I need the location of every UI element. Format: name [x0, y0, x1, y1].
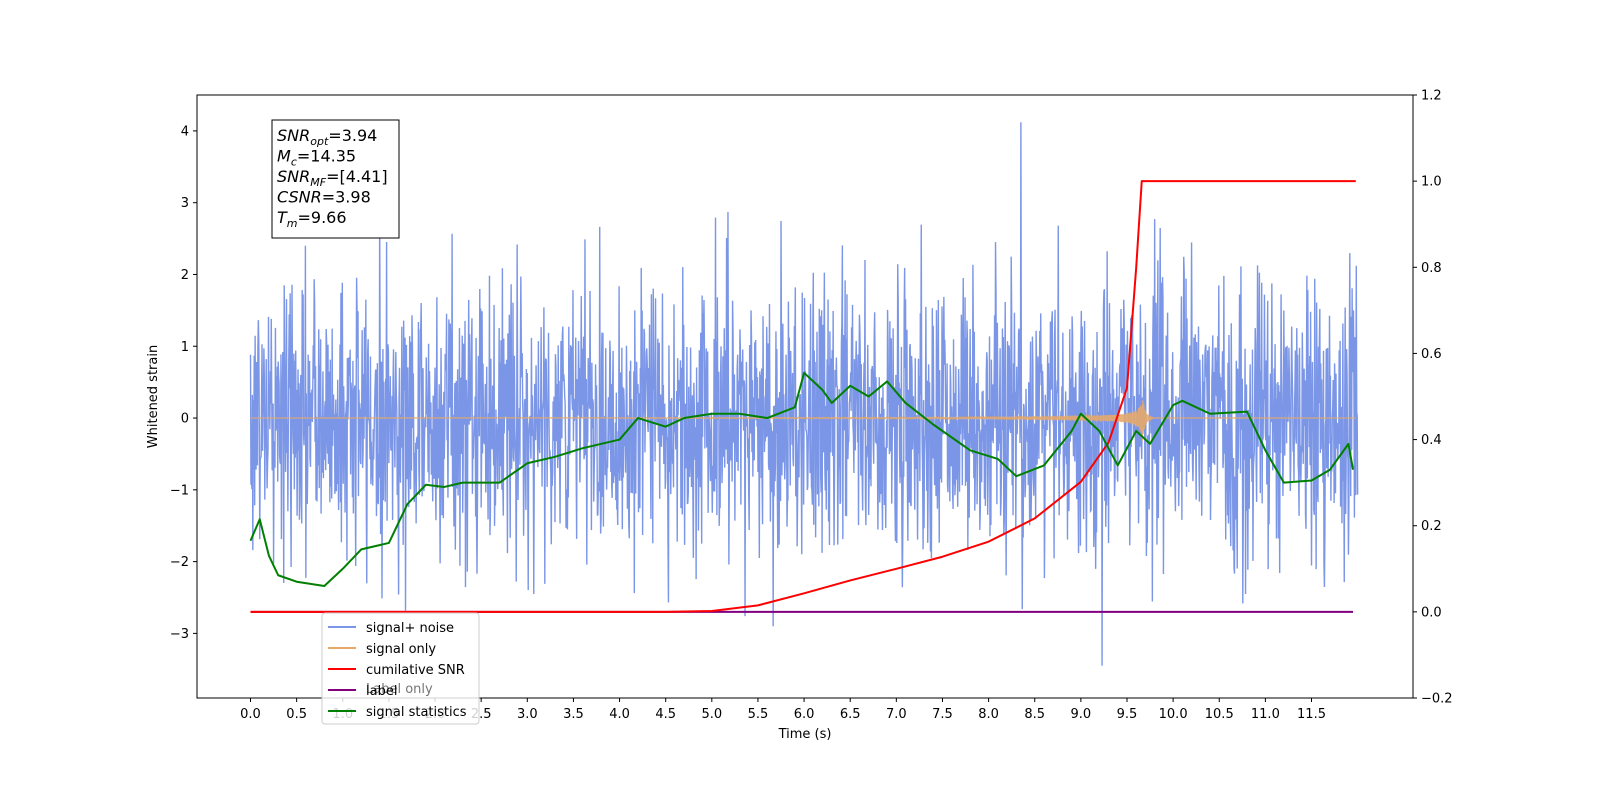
x-tick-label: 0.0 [240, 707, 261, 722]
y-tick-label: −2 [170, 555, 189, 570]
x-tick-label: 3.0 [517, 707, 538, 722]
series-cumilative-snr [250, 180, 1356, 613]
annotation-line: SNRMF=[4.41] [277, 167, 388, 189]
y2-tick-label: 0.4 [1421, 433, 1442, 448]
series-signal-statistics [249, 371, 1355, 588]
y-tick-label: −1 [170, 483, 189, 498]
legend-overlap-text: Label only [366, 682, 433, 697]
x-axis: 0.00.51.01.52.02.53.03.54.04.55.05.56.06… [240, 698, 1326, 722]
x-tick-label: 0.5 [286, 707, 307, 722]
y2-tick-label: 0.6 [1421, 347, 1442, 362]
y-tick-label: 3 [181, 196, 189, 211]
y-tick-label: 1 [181, 340, 189, 355]
y2-tick-label: −0.2 [1421, 692, 1453, 707]
x-tick-label: 8.5 [1024, 707, 1045, 722]
y2-tick-label: 0.2 [1421, 519, 1442, 534]
y-tick-label: 2 [181, 268, 189, 283]
series-signal-plus-noise [249, 122, 1359, 666]
annotation-line: Mc=14.35 [277, 147, 356, 169]
x-tick-label: 6.0 [794, 707, 815, 722]
x-tick-label: 10.5 [1205, 707, 1234, 722]
axes-frame [196, 94, 1414, 699]
legend-label: label [366, 684, 397, 699]
plot-area [249, 122, 1359, 666]
annotation-frame [271, 119, 400, 239]
annotation-line: SNRopt=3.94 [277, 126, 377, 148]
annotation-line: Tm=9.66 [277, 208, 347, 230]
y2-tick-label: 0.0 [1421, 605, 1442, 620]
x-tick-label: 11.0 [1251, 707, 1280, 722]
annotation-line: CSNR=3.98 [277, 188, 371, 207]
y2-tick-label: 1.2 [1421, 89, 1442, 104]
y2-tick-label: 1.0 [1421, 175, 1442, 190]
y-tick-label: 0 [181, 412, 189, 427]
x-tick-label: 7.5 [932, 707, 953, 722]
x-tick-label: 3.5 [563, 707, 584, 722]
legend: Label only signal+ noise signal only cumila… [321, 612, 480, 725]
x-tick-label: 6.5 [840, 707, 861, 722]
y-tick-label: −3 [170, 627, 189, 642]
x-tick-label: 8.0 [978, 707, 999, 722]
y-axis-left: 4 3 2 1 0 −1 −2 −3 [170, 124, 197, 642]
x-axis-title: Time (s) [778, 727, 832, 742]
legend-label: signal+ noise [366, 621, 454, 636]
series-signal-only [250, 399, 1356, 441]
x-tick-label: 4.0 [609, 707, 630, 722]
legend-label: cumilative SNR [366, 663, 465, 678]
x-tick-label: 5.0 [701, 707, 722, 722]
y2-tick-label: 0.8 [1421, 261, 1442, 276]
legend-frame [321, 612, 480, 725]
legend-label: signal only [366, 642, 436, 657]
legend-label: signal statistics [366, 705, 467, 720]
y-axis-title: Whitened strain [146, 345, 161, 448]
y-axis-right: 1.2 1.0 0.8 0.6 0.4 0.2 0.0 −0.2 [1413, 89, 1453, 707]
x-tick-label: 11.5 [1297, 707, 1326, 722]
x-tick-label: 10.0 [1159, 707, 1188, 722]
x-tick-label: 9.0 [1071, 707, 1092, 722]
stats-annotation-box: SNRopt=3.94Mc=14.35SNRMF=[4.41]CSNR=3.98… [271, 119, 400, 239]
x-tick-label: 7.0 [886, 707, 907, 722]
y-tick-label: 4 [181, 124, 189, 139]
x-tick-label: 5.5 [748, 707, 769, 722]
x-tick-label: 4.5 [655, 707, 676, 722]
x-tick-label: 9.5 [1117, 707, 1138, 722]
